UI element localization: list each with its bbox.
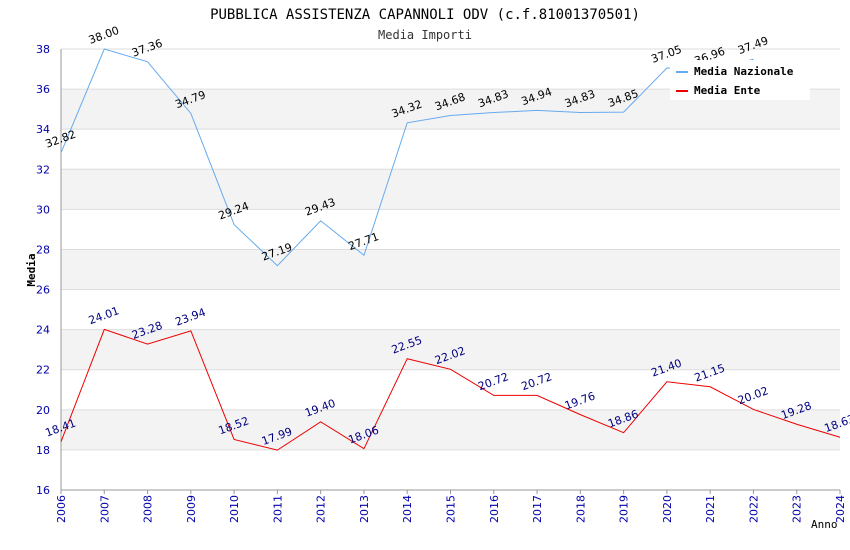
x-tick-label-2012: 2012	[315, 495, 328, 523]
grid-band	[61, 409, 840, 450]
y-tick-labels: 16 18 20 22 24 26 28 30 32 34 36 38	[36, 43, 50, 497]
x-tick-label-2017: 2017	[531, 495, 544, 523]
x-tick-label-2015: 2015	[445, 495, 458, 523]
data-label-media-ente-2018: 19.76	[563, 389, 597, 412]
x-tick-label-2018: 2018	[574, 495, 587, 523]
chart-title: PUBBLICA ASSISTENZA CAPANNOLI ODV (c.f.8…	[210, 7, 640, 23]
y-tick-label-36: 36	[36, 83, 50, 96]
x-tick-label-2023: 2023	[791, 495, 804, 523]
x-tick-labels: 2006 2007 2008 2009 2010 2011 2012 2013 2014 2015…	[55, 490, 847, 523]
series-line-media-nazionale	[60, 48, 754, 267]
legend-label-media-ente: Media Ente	[694, 84, 761, 97]
data-label-media-nazionale-2022: 37.49	[736, 34, 770, 57]
data-label-media-ente-2017: 20.72	[520, 370, 554, 393]
y-tick-label-24: 24	[36, 324, 50, 337]
y-tick-label-38: 38	[36, 43, 50, 56]
data-label-media-ente-2016: 20.72	[476, 370, 510, 393]
x-tick-label-2019: 2019	[618, 495, 631, 523]
legend: Media Nazionale Media Ente	[670, 60, 810, 100]
y-tick-label-18: 18	[36, 444, 50, 457]
gridlines	[61, 48, 840, 491]
y-tick-label-34: 34	[36, 123, 50, 136]
data-label-media-ente-2009: 23.94	[173, 306, 207, 329]
data-label-media-ente-2007: 24.01	[87, 304, 121, 327]
chart-subtitle: Media Importi	[378, 28, 472, 42]
x-tick-label-2011: 2011	[271, 495, 284, 523]
legend-box	[670, 60, 810, 100]
data-label-media-nazionale-2008: 37.36	[130, 37, 164, 60]
y-axis-label: Media	[25, 253, 38, 286]
x-tick-label-2022: 2022	[747, 495, 760, 523]
grid-band	[61, 329, 840, 370]
x-tick-label-2020: 2020	[661, 495, 674, 523]
data-label-media-nazionale-2007: 38.00	[87, 24, 121, 47]
series-lines	[60, 48, 841, 451]
x-tick-label-2014: 2014	[401, 495, 414, 523]
y-tick-label-30: 30	[36, 203, 50, 216]
data-label-media-ente-2022: 20.02	[736, 384, 770, 407]
x-tick-label-2008: 2008	[142, 495, 155, 523]
x-tick-label-2016: 2016	[488, 495, 501, 523]
grid-band	[61, 169, 840, 210]
y-tick-label-22: 22	[36, 364, 50, 377]
x-tick-label-2007: 2007	[98, 495, 111, 523]
x-tick-label-2024: 2024	[834, 495, 847, 523]
series-line-media-ente	[60, 328, 841, 451]
legend-label-media-nazionale: Media Nazionale	[694, 65, 794, 78]
x-tick-label-2010: 2010	[228, 495, 241, 523]
y-tick-label-20: 20	[36, 404, 50, 417]
y-tick-label-26: 26	[36, 284, 50, 297]
y-tick-label-32: 32	[36, 163, 50, 176]
x-tick-label-2006: 2006	[55, 495, 68, 523]
grid-band	[61, 249, 840, 290]
y-tick-label-28: 28	[36, 243, 50, 256]
x-tick-label-2013: 2013	[358, 495, 371, 523]
x-tick-label-2021: 2021	[704, 495, 717, 523]
y-tick-label-16: 16	[36, 484, 50, 497]
x-tick-label-2009: 2009	[185, 495, 198, 523]
x-axis-label: Anno	[811, 518, 838, 531]
grid-bands	[61, 89, 840, 450]
